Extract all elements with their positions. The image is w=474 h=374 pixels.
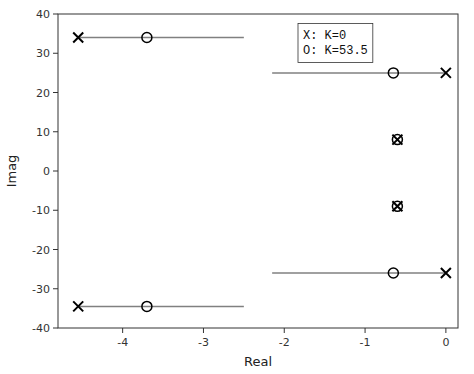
x-marker — [73, 33, 83, 43]
y-tick-label: -20 — [32, 244, 50, 257]
locus-line — [78, 306, 244, 308]
y-tick — [53, 249, 58, 250]
o-marker — [392, 135, 402, 145]
chart: -4-3-2-10-40-30-20-10010203040RealImagX:… — [0, 0, 474, 374]
y-tick — [53, 92, 58, 93]
y-tick — [53, 14, 58, 15]
x-tick-label: -4 — [117, 336, 128, 349]
y-tick — [53, 53, 58, 54]
x-tick — [203, 328, 204, 333]
x-tick-label: 0 — [442, 336, 449, 349]
o-marker — [388, 268, 398, 278]
y-tick — [53, 288, 58, 289]
plot-marks — [73, 33, 451, 312]
y-tick — [53, 171, 58, 172]
o-marker — [392, 201, 402, 211]
locus-line — [272, 72, 446, 74]
y-tick-label: 20 — [36, 87, 50, 100]
y-tick — [53, 131, 58, 132]
x-tick — [365, 328, 366, 333]
y-axis-label: Imag — [4, 155, 19, 188]
annotation-frame — [298, 23, 373, 62]
x-marker — [392, 201, 402, 211]
o-marker — [142, 301, 152, 311]
annotation-box: X: K=0O: K=53.5 — [298, 23, 373, 62]
x-tick-label: -2 — [279, 336, 290, 349]
locus-line — [272, 272, 446, 274]
plot-frame — [58, 14, 458, 328]
annotation: X: K=0 — [303, 29, 346, 43]
y-tick-label: -40 — [32, 322, 50, 335]
annotation: O: K=53.5 — [303, 44, 368, 58]
x-marker — [441, 268, 451, 278]
o-marker — [388, 68, 398, 78]
y-tick-label: -10 — [32, 204, 50, 217]
y-tick — [53, 210, 58, 211]
y-tick-label: 40 — [36, 8, 50, 21]
x-marker — [441, 68, 451, 78]
y-tick-label: -30 — [32, 283, 50, 296]
x-axis-label: Real — [244, 354, 272, 369]
x-tick-label: -1 — [360, 336, 371, 349]
y-tick-label: 0 — [43, 165, 50, 178]
x-tick — [445, 328, 446, 333]
x-marker — [73, 301, 83, 311]
y-tick-label: 10 — [36, 126, 50, 139]
y-tick-label: 30 — [36, 47, 50, 60]
x-marker — [392, 135, 402, 145]
locus-line — [78, 37, 244, 39]
x-tick — [122, 328, 123, 333]
x-tick-label: -3 — [198, 336, 209, 349]
x-tick — [284, 328, 285, 333]
y-tick — [53, 328, 58, 329]
o-marker — [142, 33, 152, 43]
